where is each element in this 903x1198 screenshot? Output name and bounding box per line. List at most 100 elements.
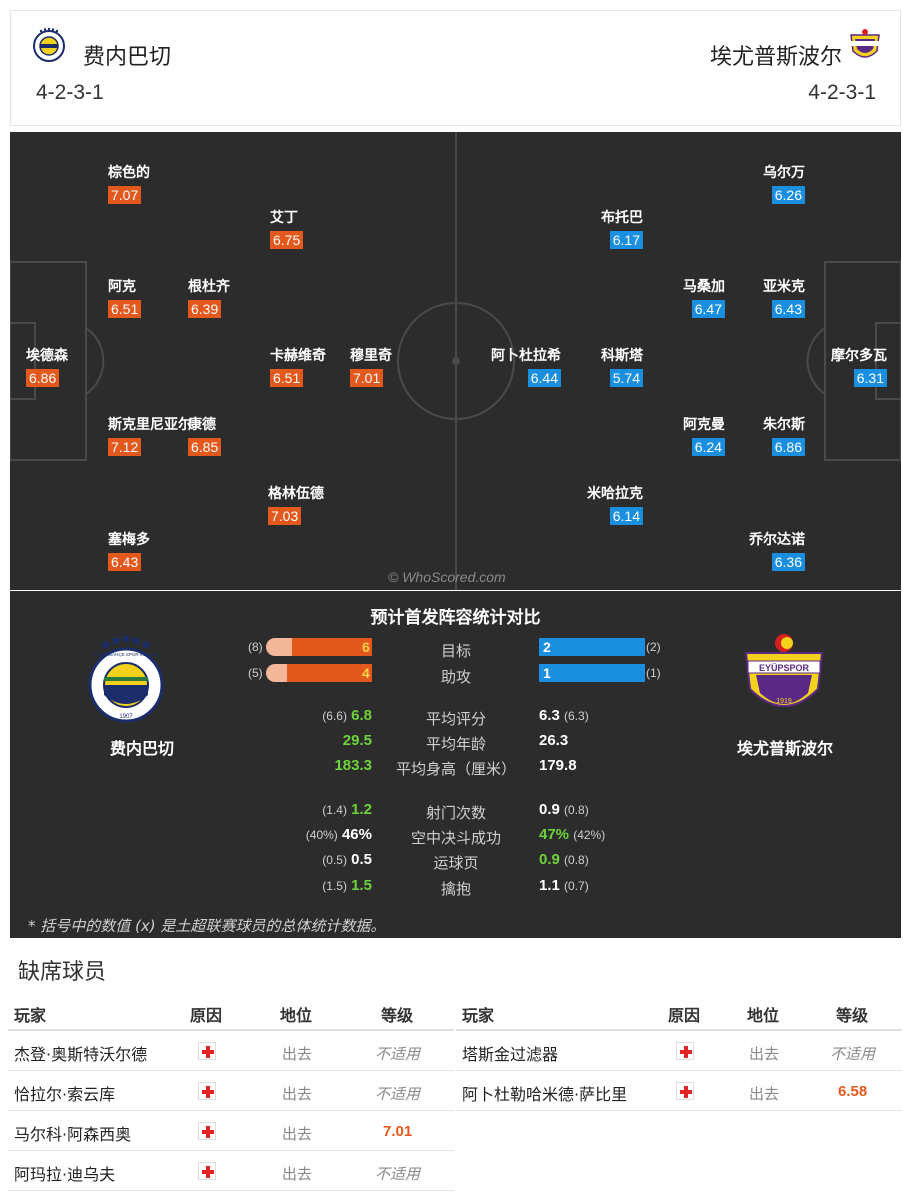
- player-link[interactable]: 阿玛拉·迪乌夫: [14, 1165, 116, 1184]
- player-rating: 6.86: [26, 369, 60, 387]
- home-player[interactable]: 格林伍德 7.03: [268, 483, 324, 525]
- away-player[interactable]: 乔尔达诺 6.36: [749, 529, 805, 571]
- away-stat-value: 0.9 (0.8): [539, 851, 589, 868]
- player-rating: 6.47: [691, 300, 725, 318]
- away-player[interactable]: 摩尔多瓦 6.31: [831, 345, 887, 387]
- player-status: 出去: [282, 1165, 313, 1183]
- home-player[interactable]: 棕色的 7.07: [108, 162, 150, 204]
- away-player[interactable]: 乌尔万 6.26: [763, 162, 805, 204]
- home-player[interactable]: 阿克 6.51: [108, 276, 142, 318]
- player-name: 根杜齐: [188, 279, 230, 295]
- player-rating: 7.01: [350, 369, 384, 387]
- player-rating: 6.26: [771, 186, 805, 204]
- col-position[interactable]: 地位: [747, 1006, 780, 1025]
- col-player[interactable]: 玩家: [462, 1006, 495, 1025]
- away-stat-value: 47% (42%): [539, 826, 605, 843]
- away-player[interactable]: 马桑加 6.47: [683, 276, 725, 318]
- home-player[interactable]: 康德 6.85: [188, 414, 222, 456]
- player-name: 格林伍德: [268, 486, 324, 502]
- col-grade[interactable]: 等级: [836, 1006, 869, 1025]
- injury-icon: [676, 1082, 694, 1104]
- home-season-value: (1.4): [322, 803, 347, 817]
- away-player[interactable]: 朱尔斯 6.86: [763, 414, 805, 456]
- away-value: 179.8: [539, 757, 577, 774]
- player-grade: 7.01: [383, 1123, 413, 1140]
- injury-icon: [198, 1082, 216, 1104]
- player-link[interactable]: 阿卜杜勒哈米德·萨比里: [462, 1085, 628, 1104]
- player-name: 艾丁: [270, 210, 298, 226]
- away-player[interactable]: 阿卜杜拉希 6.44: [491, 345, 561, 387]
- player-rating: 7.12: [108, 438, 142, 456]
- player-name: 阿卜杜拉希: [491, 348, 561, 364]
- player-rating: 6.39: [188, 300, 222, 318]
- away-crest-year: 1919: [776, 698, 792, 705]
- home-season-value: (6.6): [322, 709, 347, 723]
- stats-title: 预计首发阵容统计对比: [370, 608, 541, 628]
- player-name: 阿克曼: [683, 417, 725, 433]
- match-header: 费内巴切 4-2-3-1 埃尤普斯波尔 4-2-3-1: [10, 10, 901, 126]
- stats-away-team[interactable]: 埃尤普斯波尔: [737, 739, 834, 758]
- table-header: 玩家 原因 地位 等级: [8, 993, 454, 1031]
- player-rating: 7.03: [268, 507, 302, 525]
- col-player[interactable]: 玩家: [14, 1006, 47, 1025]
- player-rating: 6.14: [609, 507, 643, 525]
- away-team-name[interactable]: 埃尤普斯波尔: [709, 45, 842, 70]
- away-bar-value: 1: [543, 665, 551, 681]
- stat-label: 助攻: [440, 668, 471, 686]
- away-bar-fill: [539, 664, 645, 682]
- away-player[interactable]: 布托巴 6.17: [601, 207, 643, 249]
- away-player[interactable]: 阿克曼 6.24: [683, 414, 725, 456]
- away-season-value: (6.3): [564, 709, 589, 723]
- home-player[interactable]: 穆里奇 7.01: [350, 345, 392, 387]
- player-rating: 6.75: [270, 231, 304, 249]
- home-value: 6.8: [351, 707, 372, 724]
- home-player[interactable]: 斯克里尼亚尔 7.12: [108, 414, 192, 456]
- player-name: 埃德森: [26, 348, 68, 364]
- home-player[interactable]: 塞梅多 6.43: [108, 529, 150, 571]
- player-rating: 6.17: [609, 231, 643, 249]
- eyupspor-crest-icon: EYÜPSPOR 1919: [744, 634, 824, 707]
- player-status: 出去: [749, 1085, 780, 1103]
- home-player[interactable]: 艾丁 6.75: [270, 207, 304, 249]
- fenerbahce-crest-icon: 1907 FENERBAHÇE SPOR KULÜBÜ: [88, 633, 164, 723]
- away-value: 26.3: [539, 732, 569, 749]
- home-player[interactable]: 根杜齐 6.39: [188, 276, 230, 318]
- home-season-value: (0.5): [322, 853, 347, 867]
- away-player[interactable]: 亚米克 6.43: [763, 276, 805, 318]
- player-link[interactable]: 恰拉尔·索云库: [14, 1085, 116, 1104]
- player-rating: 6.86: [771, 438, 805, 456]
- stat-label: 平均身高（厘米）: [395, 760, 516, 778]
- home-missing-table: 玩家 原因 地位 等级 杰登·奥斯特沃尔德 出去 不适用 恰拉尔·索云库 出去 …: [8, 993, 454, 1193]
- col-position[interactable]: 地位: [280, 1006, 313, 1025]
- home-player[interactable]: 埃德森 6.86: [26, 345, 68, 387]
- home-value: 0.5: [351, 851, 372, 868]
- away-value: 1.1: [539, 877, 560, 894]
- player-name: 乌尔万: [763, 165, 805, 181]
- away-stat-value: 1.1 (0.7): [539, 877, 589, 894]
- home-value: 1.2: [351, 801, 372, 818]
- player-rating: 6.24: [691, 438, 725, 456]
- away-value: 47%: [539, 826, 570, 843]
- away-player[interactable]: 科斯塔 5.74: [601, 345, 643, 387]
- table-row: 马尔科·阿森西奥 出去 7.01: [8, 1111, 454, 1151]
- home-team-name[interactable]: 费内巴切: [83, 45, 172, 70]
- home-value: 1.5: [351, 877, 372, 894]
- away-player[interactable]: 米哈拉克 6.14: [587, 483, 643, 525]
- away-crest-text: EYÜPSPOR: [759, 663, 810, 673]
- home-player[interactable]: 卡赫维奇 6.51: [270, 345, 326, 387]
- col-reason[interactable]: 原因: [668, 1006, 701, 1025]
- player-link[interactable]: 塔斯金过滤器: [462, 1045, 559, 1064]
- eyupspor-logo-icon: [850, 29, 880, 58]
- player-link[interactable]: 杰登·奥斯特沃尔德: [14, 1045, 148, 1064]
- col-grade[interactable]: 等级: [381, 1006, 414, 1025]
- home-stat-value: (1.4) 1.2: [240, 801, 372, 818]
- table-row: 塔斯金过滤器 出去 不适用: [456, 1031, 902, 1071]
- player-rating: 6.51: [108, 300, 142, 318]
- home-bar-value: 6: [362, 639, 370, 655]
- player-status: 出去: [282, 1125, 313, 1143]
- player-name: 摩尔多瓦: [831, 348, 887, 364]
- col-reason[interactable]: 原因: [190, 1006, 223, 1025]
- stats-home-team[interactable]: 费内巴切: [110, 739, 175, 758]
- player-link[interactable]: 马尔科·阿森西奥: [14, 1125, 132, 1144]
- home-formation: 4-2-3-1: [36, 81, 104, 104]
